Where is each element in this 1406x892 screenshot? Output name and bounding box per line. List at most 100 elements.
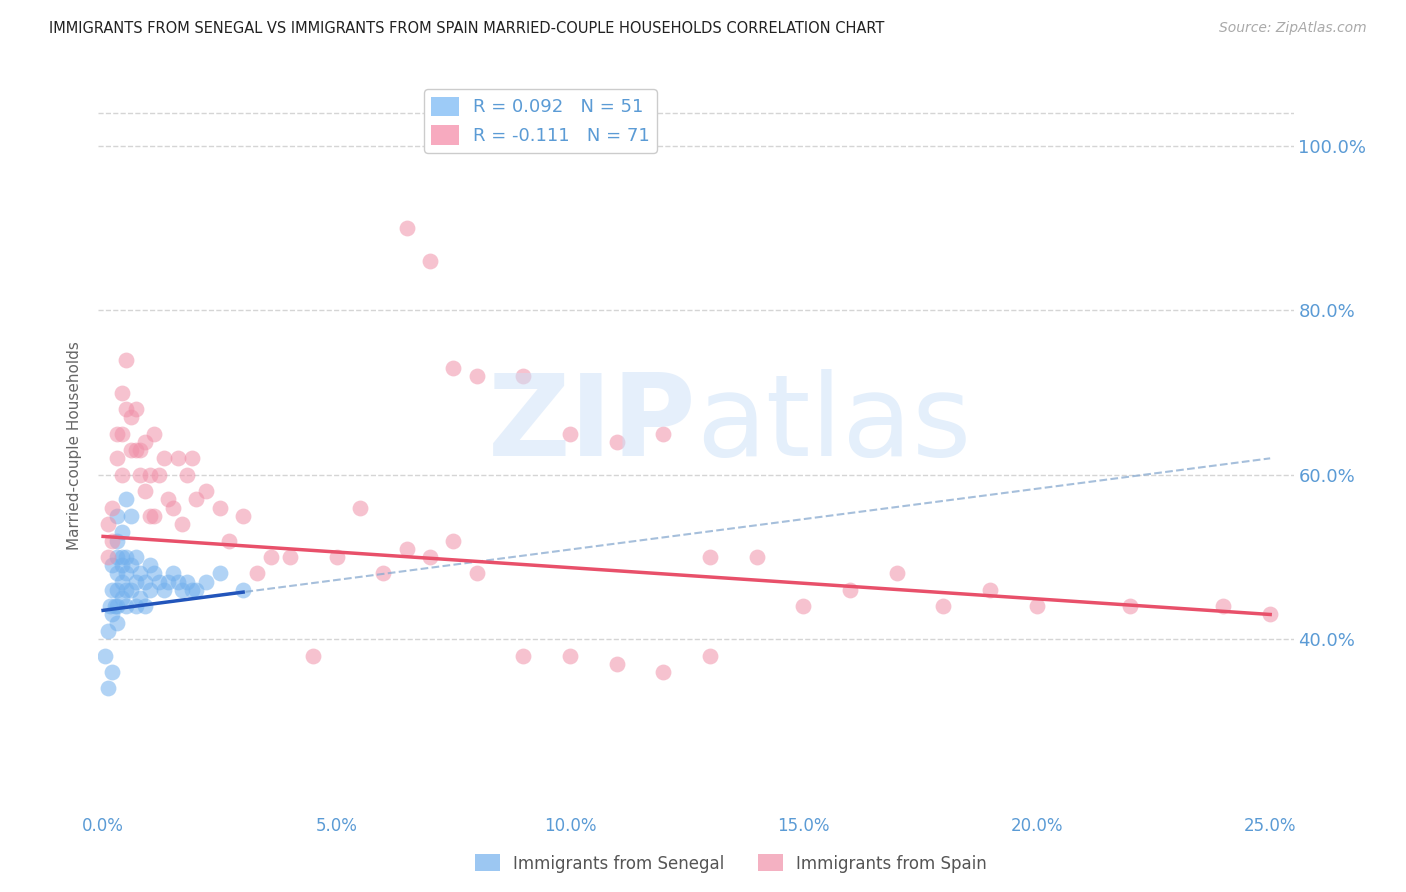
Point	[441, 533, 464, 548]
Point	[325, 549, 347, 564]
Point	[232, 582, 254, 597]
Point	[105, 599, 128, 614]
Point	[105, 549, 128, 564]
Point	[105, 451, 128, 466]
Point	[101, 607, 124, 622]
Point	[194, 484, 217, 499]
Point	[172, 582, 194, 597]
Point	[166, 574, 188, 589]
Point	[1119, 599, 1142, 614]
Point	[606, 434, 628, 449]
Point	[134, 599, 156, 614]
Point	[652, 665, 675, 679]
Point	[932, 599, 955, 614]
Point	[886, 566, 908, 581]
Point	[120, 558, 142, 573]
Point	[105, 508, 128, 523]
Point	[208, 566, 231, 581]
Point	[139, 582, 162, 597]
Point	[115, 549, 138, 564]
Point	[139, 508, 162, 523]
Point	[302, 648, 325, 663]
Point	[180, 582, 202, 597]
Point	[115, 566, 138, 581]
Point	[839, 582, 862, 597]
Point	[101, 665, 124, 679]
Point	[194, 574, 217, 589]
Point	[101, 533, 124, 548]
Point	[1025, 599, 1047, 614]
Point	[105, 582, 128, 597]
Point	[111, 467, 134, 482]
Point	[652, 426, 675, 441]
Point	[105, 615, 128, 630]
Point	[148, 574, 170, 589]
Point	[246, 566, 269, 581]
Point	[606, 657, 628, 671]
Point	[157, 574, 180, 589]
Point	[129, 467, 152, 482]
Point	[419, 549, 441, 564]
Point	[97, 681, 120, 696]
Point	[129, 443, 152, 458]
Point	[101, 500, 124, 515]
Point	[186, 582, 208, 597]
Point	[180, 451, 202, 466]
Point	[120, 582, 142, 597]
Point	[260, 549, 283, 564]
Point	[134, 434, 156, 449]
Point	[111, 558, 134, 573]
Point	[129, 591, 152, 605]
Point	[125, 549, 148, 564]
Point	[143, 426, 166, 441]
Text: atlas: atlas	[696, 368, 972, 480]
Point	[115, 492, 138, 507]
Point	[465, 369, 488, 384]
Point	[111, 385, 134, 400]
Point	[134, 484, 156, 499]
Point	[208, 500, 231, 515]
Point	[98, 599, 121, 614]
Point	[512, 648, 534, 663]
Point	[152, 582, 174, 597]
Point	[148, 467, 170, 482]
Point	[115, 582, 138, 597]
Point	[166, 451, 188, 466]
Point	[115, 599, 138, 614]
Point	[278, 549, 301, 564]
Point	[512, 369, 534, 384]
Point	[111, 591, 134, 605]
Point	[373, 566, 395, 581]
Point	[125, 599, 148, 614]
Point	[125, 574, 148, 589]
Point	[101, 558, 124, 573]
Point	[97, 517, 120, 532]
Text: ZIP: ZIP	[488, 368, 696, 480]
Point	[162, 566, 184, 581]
Point	[139, 558, 162, 573]
Point	[97, 624, 120, 638]
Point	[120, 508, 142, 523]
Point	[120, 410, 142, 425]
Point	[111, 574, 134, 589]
Point	[111, 549, 134, 564]
Point	[129, 566, 152, 581]
Point	[105, 533, 128, 548]
Point	[94, 648, 117, 663]
Point	[134, 574, 156, 589]
Point	[465, 566, 488, 581]
Point	[172, 517, 194, 532]
Point	[143, 566, 166, 581]
Point	[1258, 607, 1281, 622]
Point	[111, 426, 134, 441]
Point	[176, 467, 198, 482]
Point	[699, 549, 721, 564]
Point	[176, 574, 198, 589]
Point	[1212, 599, 1234, 614]
Point	[745, 549, 768, 564]
Point	[395, 541, 418, 556]
Point	[979, 582, 1001, 597]
Point	[162, 500, 184, 515]
Point	[232, 508, 254, 523]
Legend: R = 0.092   N = 51, R = -0.111   N = 71: R = 0.092 N = 51, R = -0.111 N = 71	[425, 89, 657, 153]
